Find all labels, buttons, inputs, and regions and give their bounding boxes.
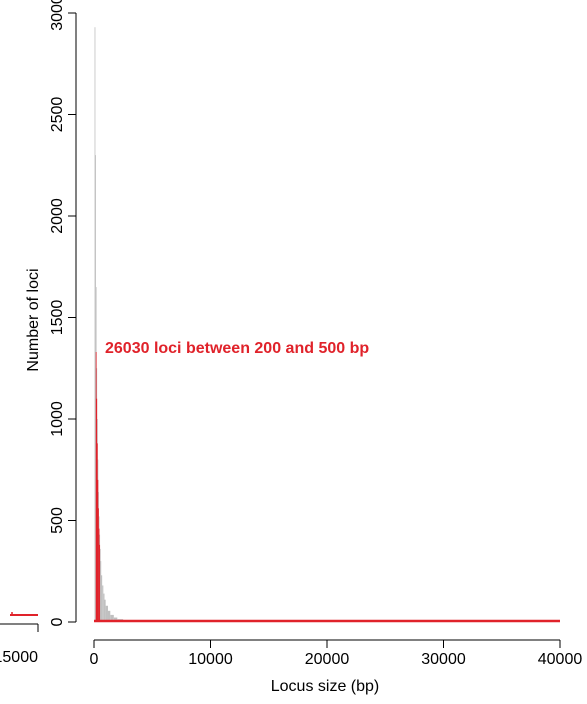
all-loci-bar	[103, 593, 105, 622]
x-tick-label: 0	[90, 651, 99, 668]
all-loci-bar	[95, 155, 96, 622]
y-tick-label: 2000	[49, 198, 66, 234]
plot-area	[94, 27, 560, 623]
selected-range-bar	[98, 508, 99, 622]
all-loci-bar	[105, 605, 108, 622]
y-tick-label: 500	[49, 507, 66, 534]
x-tick-label: 40000	[538, 651, 583, 668]
all-loci-bar	[107, 610, 111, 622]
all-loci-bar	[99, 548, 101, 622]
x-axis-title: Locus size (bp)	[271, 678, 380, 695]
all-loci-bar	[104, 599, 106, 622]
all-loci-bar	[94, 27, 96, 622]
selected-range-bar	[97, 479, 99, 622]
selected-range-bar	[99, 544, 101, 622]
annotation-label: 26030 loci between 200 and 500 bp	[105, 340, 369, 357]
y-axis-title: Number of loci	[25, 268, 42, 371]
all-loci-bar	[110, 614, 114, 622]
x-tick-label: 20000	[305, 651, 350, 668]
y-tick-label: 0	[49, 617, 66, 626]
selected-range-bar	[96, 443, 98, 622]
selected-range-bar	[96, 398, 98, 622]
y-tick-label: 2500	[49, 97, 66, 133]
x-tick-label: 10000	[188, 651, 233, 668]
y-tick-label: 1000	[49, 401, 66, 437]
left-panel-tick-label: 15000	[0, 649, 38, 666]
left-panel-fragment: 15000	[0, 612, 39, 666]
all-loci-bar	[100, 575, 103, 622]
x-tick-label: 30000	[421, 651, 466, 668]
selected-range-bar	[98, 528, 100, 622]
y-axis: 0 500 1000 1500 2000 2500 3000	[49, 0, 77, 626]
y-tick-label: 3000	[49, 0, 66, 31]
y-tick-label: 1500	[49, 300, 66, 336]
all-loci-bar	[102, 585, 104, 622]
all-loci-bar	[100, 561, 102, 622]
x-axis: 0 10000 20000 30000 40000	[90, 639, 583, 668]
selected-range-bar	[95, 352, 97, 622]
